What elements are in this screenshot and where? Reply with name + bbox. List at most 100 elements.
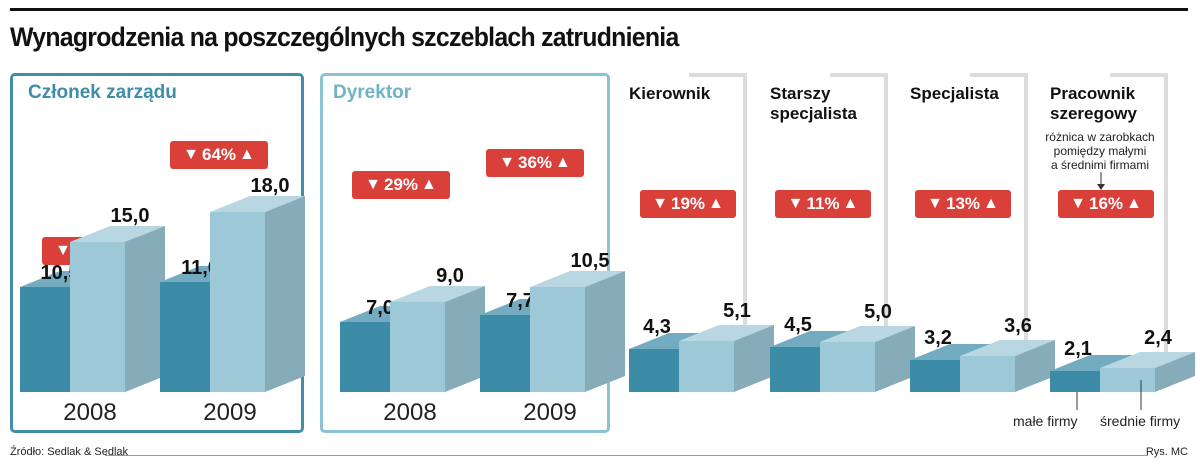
difference-note-line: pomiędzy małymi	[1053, 144, 1147, 158]
difference-badge: ▼ 11% ▲	[775, 190, 871, 218]
difference-badge: ▼ 16% ▲	[1058, 190, 1154, 218]
up-triangle-icon: ▲	[842, 195, 859, 212]
bar-medium-top	[530, 271, 625, 287]
difference-badge: ▼ 13% ▲	[915, 190, 1011, 218]
column-rule	[884, 73, 888, 383]
value-label-medium: 5,0	[864, 301, 892, 323]
value-label-medium: 9,0	[436, 265, 464, 287]
bar-medium-side	[585, 271, 625, 392]
bar-medium	[390, 286, 485, 392]
chart-title: Wynagrodzenia na poszczególnych szczebla…	[10, 22, 679, 52]
down-triangle-icon: ▼	[55, 242, 71, 259]
group-label: Członek zarządu	[28, 82, 177, 103]
column-rule	[1164, 73, 1168, 383]
value-label-small: 4,3	[643, 316, 671, 338]
bar-small-front	[160, 282, 215, 392]
bar-medium-front	[960, 356, 1015, 392]
difference-value: 64%	[201, 145, 237, 164]
value-label-medium: 10,5	[571, 250, 610, 272]
difference-value: 29%	[383, 175, 419, 194]
column-rule-top	[830, 73, 888, 77]
down-triangle-icon: ▼	[183, 146, 199, 163]
value-label-small: 2,1	[1064, 338, 1092, 360]
column-label: Starszy specjalista	[770, 84, 857, 123]
column-label: Specjalista	[910, 84, 999, 103]
bar-medium-side	[445, 286, 485, 392]
up-triangle-icon: ▲	[239, 146, 255, 163]
bar-small-front	[910, 360, 965, 392]
bar-small-front	[20, 287, 75, 392]
bar-medium-top	[960, 340, 1055, 356]
bar-medium-top	[1100, 352, 1195, 368]
value-label-small: 11,0	[181, 257, 219, 279]
column-rule-top	[970, 73, 1028, 77]
bar-small-front	[340, 322, 395, 392]
difference-value: 16%	[1088, 194, 1124, 213]
bar-medium-side	[875, 326, 915, 392]
year-label: 2009	[523, 399, 576, 426]
bar-small-front	[770, 347, 825, 392]
bar-medium-side	[1015, 340, 1055, 392]
bar-medium-front	[530, 287, 585, 392]
bar-medium-side	[1155, 352, 1195, 392]
column-rule-top	[1110, 73, 1168, 77]
bar-medium	[820, 326, 915, 392]
bar-small-front	[629, 349, 684, 392]
difference-badge: ▼ 36% ▲	[486, 149, 584, 177]
credit-note: Rys. MC	[1145, 446, 1188, 458]
down-triangle-icon: ▼	[1070, 195, 1086, 212]
bar-small-top	[1050, 355, 1145, 371]
bar-medium-side	[265, 196, 305, 392]
down-triangle-icon: ▼	[365, 176, 381, 193]
bar-medium-top	[679, 325, 774, 341]
column-rule	[743, 73, 747, 383]
top-rule	[10, 8, 1188, 11]
bar-medium-front	[1100, 368, 1155, 392]
up-triangle-icon: ▲	[555, 154, 571, 171]
value-label-medium: 18,0	[251, 175, 290, 197]
bar-medium	[70, 226, 165, 392]
value-label-medium: 5,1	[723, 300, 751, 322]
bar-small-front	[480, 315, 535, 392]
down-triangle-icon: ▼	[652, 195, 668, 212]
difference-value: 11%	[806, 194, 840, 213]
difference-note-line: a średnimi firmami	[1050, 158, 1149, 172]
group-box-1	[320, 73, 610, 433]
difference-badge: ▼ 64% ▲	[170, 141, 268, 169]
value-label-medium: 2,4	[1144, 327, 1173, 349]
difference-value: 36%	[517, 153, 553, 172]
source-note: Źródło: Sedlak & Sedlak	[10, 446, 129, 458]
bar-medium-front	[70, 242, 125, 392]
difference-note-line: różnica w zarobkach	[1045, 130, 1155, 144]
bar-medium	[960, 340, 1055, 392]
bar-medium-front	[390, 302, 445, 392]
value-label-small: 7,0	[366, 297, 394, 319]
up-triangle-icon: ▲	[708, 195, 724, 212]
bar-medium-top	[70, 226, 165, 242]
difference-badge: ▼ 19% ▲	[640, 190, 736, 218]
bottom-rule	[105, 455, 1148, 456]
bar-medium-top	[210, 196, 305, 212]
year-label: 2008	[383, 399, 436, 426]
bar-medium-front	[679, 341, 734, 392]
year-label: 2009	[203, 399, 256, 426]
value-label-small: 4,5	[784, 314, 812, 336]
bar-medium-side	[734, 325, 774, 392]
down-triangle-icon: ▼	[499, 154, 515, 171]
note-pointer-arrow	[1097, 184, 1105, 190]
bar-medium	[1100, 352, 1195, 392]
bar-medium-top	[820, 326, 915, 342]
bar-medium	[530, 271, 625, 392]
bar-small-front	[1050, 371, 1105, 392]
bar-medium-side	[125, 226, 165, 392]
bar-medium-front	[820, 342, 875, 392]
column-label: Pracownik szeregowy	[1050, 84, 1137, 123]
up-triangle-icon: ▲	[1126, 195, 1142, 212]
bar-medium	[679, 325, 774, 392]
value-label-medium: 3,6	[1004, 315, 1032, 337]
value-label-medium: 15,0	[111, 205, 150, 227]
difference-value: 13%	[945, 194, 981, 213]
down-triangle-icon: ▼	[787, 195, 804, 212]
up-triangle-icon: ▲	[421, 176, 437, 193]
